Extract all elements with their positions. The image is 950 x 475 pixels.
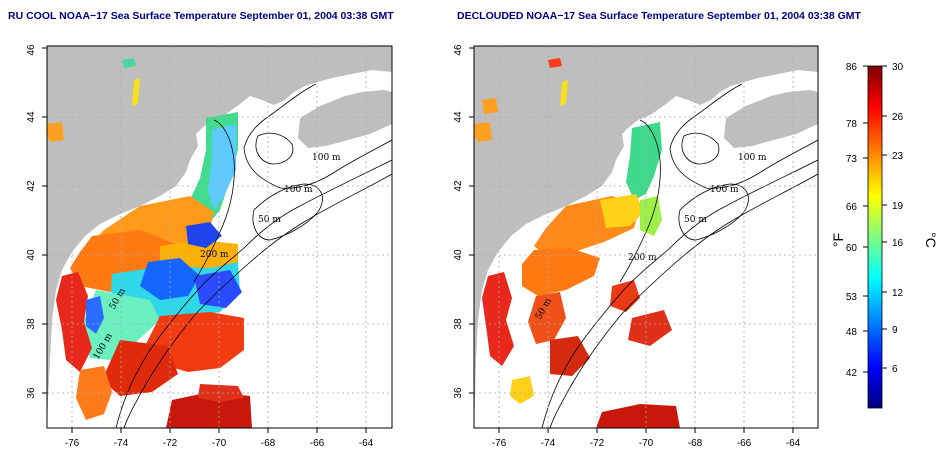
- y-tick-label: 46: [26, 44, 37, 56]
- celsius-tick-label: 9: [892, 325, 898, 336]
- x-tick-label: -72: [590, 438, 605, 449]
- contour-label: 100 m: [710, 185, 739, 195]
- fahrenheit-tick-label: 60: [846, 243, 858, 254]
- y-tick-label: 40: [26, 249, 37, 261]
- fahrenheit-tick-label: 48: [846, 327, 858, 338]
- contour-label: 50 m: [684, 215, 707, 225]
- y-tick-label: 42: [453, 180, 464, 192]
- x-tick-label: -70: [639, 438, 654, 449]
- celsius-tick-label: 16: [892, 238, 904, 249]
- fahrenheit-tick-label: 78: [846, 119, 858, 130]
- land-mass: [474, 46, 818, 428]
- celsius-tick-label: 26: [892, 112, 904, 123]
- fahrenheit-tick-label: 66: [846, 202, 858, 213]
- celsius-tick-label: 30: [892, 62, 904, 73]
- x-tick-label: -66: [737, 438, 752, 449]
- y-axis-labels-right: 36 38 40 42 44 46: [453, 44, 464, 399]
- y-tick-label: 42: [26, 180, 37, 192]
- grid-left: [47, 46, 392, 428]
- nova-scotia: [298, 90, 392, 148]
- celsius-tick-label: 12: [892, 288, 904, 299]
- celsius-unit-label: °C: [923, 232, 939, 248]
- y-tick-label: 36: [453, 387, 464, 399]
- temperature-colorbar: 86 78 73 66 60 53 48 42 30 26 23 19 16 1…: [830, 62, 939, 409]
- fahrenheit-labels: 86 78 73 66 60 53 48 42: [846, 62, 858, 379]
- celsius-tick-label: 23: [892, 151, 904, 162]
- y-tick-label: 38: [26, 318, 37, 330]
- fahrenheit-tick-label: 73: [846, 154, 858, 165]
- nova-scotia: [724, 90, 818, 148]
- celsius-tick-label: 6: [892, 364, 898, 375]
- x-tick-label: -74: [541, 438, 556, 449]
- y-axis-labels-left: 36 38 40 42 44 46: [26, 44, 37, 399]
- colorbar-gradient: [867, 65, 883, 409]
- y-tick-label: 44: [26, 111, 37, 123]
- x-tick-label: -66: [310, 438, 325, 449]
- x-axis-labels-left: -76 -74 -72 -70 -68 -66 -64: [65, 438, 374, 449]
- contour-label: 100 m: [284, 185, 313, 195]
- bathymetry-contours-left: [115, 83, 392, 428]
- fahrenheit-tick-label: 42: [846, 368, 858, 379]
- contour-label: 200 m: [200, 250, 229, 260]
- x-tick-label: -74: [114, 438, 129, 449]
- y-tick-label: 46: [453, 44, 464, 56]
- celsius-labels: 30 26 23 19 16 12 9 6: [892, 62, 904, 375]
- land-mass: [47, 46, 392, 428]
- x-tick-label: -72: [163, 438, 178, 449]
- fahrenheit-unit-label: °F: [830, 233, 846, 247]
- x-tick-label: -70: [212, 438, 227, 449]
- x-tick-label: -76: [65, 438, 80, 449]
- fahrenheit-tick-label: 53: [846, 292, 858, 303]
- panel-title-right: DECLOUDED NOAA−17 Sea Surface Temperatur…: [457, 10, 861, 22]
- x-tick-label: -68: [688, 438, 703, 449]
- fahrenheit-tick-label: 86: [846, 62, 858, 73]
- y-tick-label: 36: [26, 387, 37, 399]
- map-panel-left: 100 m 100 m 50 m 200 m 50 m 100 m: [26, 44, 393, 449]
- grid-right: [474, 46, 818, 428]
- celsius-tick-label: 19: [892, 201, 904, 212]
- y-tick-label: 40: [453, 249, 464, 261]
- contour-labels-left: 100 m 100 m 50 m 200 m 50 m 100 m: [92, 153, 341, 362]
- x-tick-label: -64: [359, 438, 374, 449]
- x-tick-label: -76: [492, 438, 507, 449]
- x-axis-labels-right: -76 -74 -72 -70 -68 -66 -64: [492, 438, 801, 449]
- x-tick-label: -68: [261, 438, 276, 449]
- sst-data-right: [474, 58, 680, 428]
- y-tick-label: 44: [453, 111, 464, 123]
- map-panel-right: 100 m 100 m 50 m 200 m 50 m: [453, 44, 819, 449]
- contour-label: 200 m: [628, 253, 657, 263]
- x-tick-label: -64: [786, 438, 801, 449]
- contour-label: 100 m: [312, 153, 341, 163]
- panel-title-left: RU COOL NOAA−17 Sea Surface Temperature …: [8, 10, 394, 22]
- y-tick-label: 38: [453, 318, 464, 330]
- contour-label: 50 m: [258, 215, 281, 225]
- contour-label: 100 m: [738, 153, 767, 163]
